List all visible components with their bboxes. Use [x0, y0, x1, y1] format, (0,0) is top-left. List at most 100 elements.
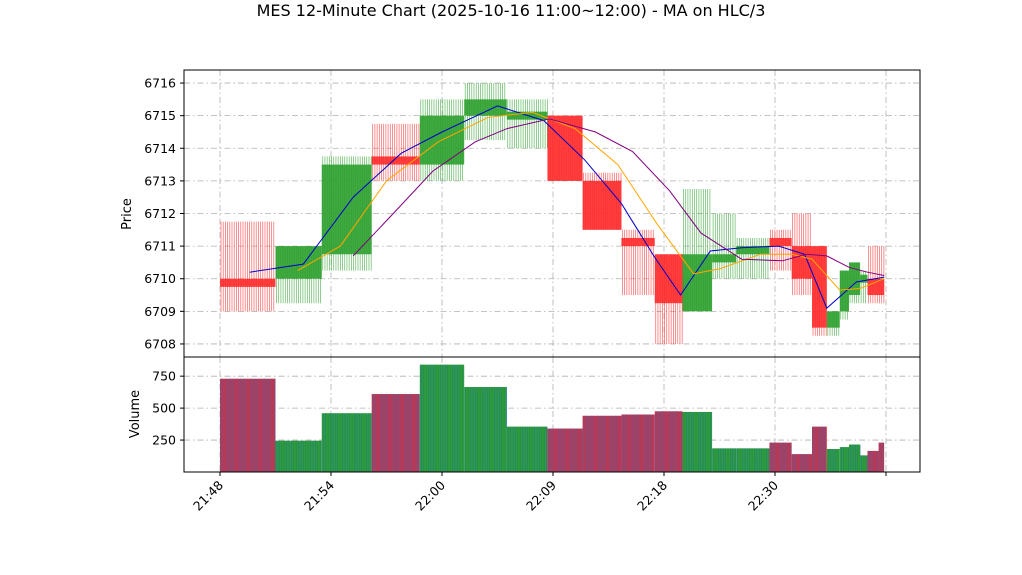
ma-line — [352, 118, 885, 276]
price-tick-label: 6712 — [144, 206, 176, 221]
candle-body — [812, 246, 827, 328]
volume-bar-fill — [849, 444, 861, 472]
price-ylabel: Price — [120, 198, 135, 230]
volume-tick-label: 750 — [152, 369, 176, 384]
volume-bar — [419, 364, 465, 472]
volume-bar — [464, 387, 507, 472]
volume-bar — [878, 442, 885, 472]
volume-bar-fill — [464, 387, 507, 472]
volume-bar — [812, 426, 827, 472]
volume-tick-label: 250 — [152, 433, 176, 448]
x-ticks: 21:48 21:54 22:00 22:09 22:18 22:30 — [190, 472, 887, 514]
price-y-ticks: 6708 6709 6710 6711 6712 6713 6714 6715 6716 — [144, 76, 184, 351]
volume-tick-label: 500 — [152, 401, 176, 416]
volume-bar — [220, 378, 276, 472]
candle-body — [867, 278, 885, 296]
volume-panel: 250 500 750 Volume — [128, 356, 921, 473]
candle-body — [371, 156, 420, 165]
volume-bar — [769, 442, 792, 472]
volume-bar-fill — [371, 394, 420, 472]
volume-ylabel: Volume — [128, 390, 143, 438]
ma-line — [297, 111, 885, 291]
candlestick — [712, 213, 737, 279]
candlestick — [621, 229, 655, 296]
price-candles — [220, 83, 885, 344]
volume-bar-fill — [621, 414, 655, 472]
volume-bar — [621, 414, 655, 472]
x-tick-label: 21:48 — [190, 477, 226, 513]
x-tick-label: 21:54 — [301, 477, 337, 513]
volume-bar — [791, 454, 812, 472]
volume-bar-fill — [506, 426, 548, 472]
candlestick — [582, 172, 622, 230]
candlestick — [371, 123, 420, 181]
volume-bar — [849, 444, 861, 472]
candle-body — [860, 274, 868, 283]
volume-bar — [371, 394, 420, 472]
volume-frame — [183, 356, 921, 473]
volume-bar-fill — [812, 426, 827, 472]
chart-title: MES 12-Minute Chart (2025-10-16 11:00~12… — [257, 1, 766, 20]
volume-bar — [506, 426, 548, 472]
volume-bar-fill — [791, 454, 812, 472]
ma-line — [249, 105, 885, 309]
volume-y-ticks: 250 500 750 — [152, 369, 184, 448]
price-panel: 6708 6709 6710 6711 6712 6713 6714 6715 6716 Pri… — [120, 69, 921, 358]
candle-body — [736, 246, 770, 255]
volume-bar — [275, 440, 322, 472]
price-tick-label: 6715 — [144, 108, 176, 123]
volume-bar-fill — [321, 413, 372, 472]
candle-body — [849, 262, 861, 296]
volume-bar — [736, 448, 770, 472]
candle-body — [839, 270, 849, 312]
volume-bar — [654, 411, 683, 472]
volume-bars — [220, 364, 885, 472]
moving-average-lines — [249, 105, 885, 309]
price-tick-label: 6714 — [144, 141, 176, 156]
volume-bar — [321, 413, 372, 472]
candlestick — [547, 115, 583, 181]
price-tick-label: 6710 — [144, 271, 176, 286]
volume-bar-fill — [419, 364, 465, 472]
candle-body — [769, 237, 792, 247]
price-grid — [184, 70, 920, 357]
candle-body — [621, 237, 655, 247]
price-tick-label: 6709 — [144, 304, 176, 319]
volume-bar — [712, 448, 737, 472]
volume-bar-fill — [867, 450, 879, 472]
candle-body — [321, 164, 372, 255]
volume-bar-fill — [878, 442, 885, 472]
candle-body — [826, 311, 840, 328]
candle-body — [682, 254, 713, 312]
candle-body — [464, 99, 507, 116]
price-tick-label: 6711 — [144, 239, 176, 254]
candlestick — [220, 221, 276, 312]
volume-bar-fill — [547, 428, 583, 472]
candlestick — [654, 254, 683, 344]
volume-bar — [867, 450, 879, 472]
volume-bar-fill — [839, 447, 849, 472]
candlestick — [321, 156, 372, 271]
x-tick-label: 22:18 — [634, 477, 670, 513]
candle-body — [712, 254, 737, 263]
candle-body — [582, 180, 622, 230]
candlestick — [464, 83, 507, 141]
x-tick-label: 22:30 — [745, 477, 781, 513]
candle-body — [220, 278, 276, 287]
price-tick-label: 6708 — [144, 336, 176, 351]
candlestick — [769, 229, 792, 271]
volume-bar — [582, 415, 622, 472]
candlestick — [826, 311, 840, 336]
volume-bar — [860, 455, 868, 472]
candlestick — [839, 270, 849, 320]
candle-body — [547, 115, 583, 181]
x-tick-label: 22:09 — [523, 477, 559, 513]
candle-body — [654, 254, 683, 304]
volume-bar — [826, 449, 840, 472]
volume-bar — [682, 411, 713, 472]
candlestick — [275, 246, 322, 304]
candle-body — [275, 246, 322, 279]
price-tick-label: 6716 — [144, 76, 176, 91]
x-tick-label: 22:00 — [412, 477, 448, 513]
